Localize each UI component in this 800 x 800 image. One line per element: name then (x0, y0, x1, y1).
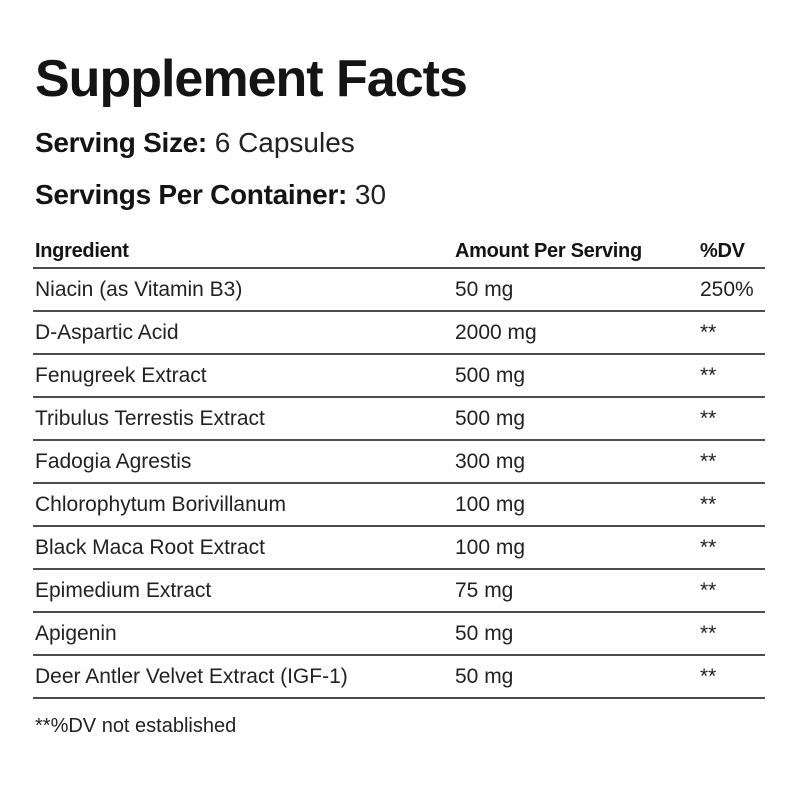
table-row: D-Aspartic Acid 2000 mg ** (33, 312, 765, 356)
ingredient-amount: 500 mg (455, 406, 526, 430)
table-row: Chlorophytum Borivillanum 100 mg ** (33, 484, 765, 528)
serving-size-line: Serving Size: 6 Capsules (35, 124, 765, 162)
column-header-dv: %DV (700, 239, 745, 262)
ingredient-name: Fadogia Agrestis (35, 449, 192, 473)
ingredient-dv: ** (700, 449, 717, 473)
ingredient-name: Black Maca Root Extract (35, 535, 265, 559)
ingredient-name: Fenugreek Extract (35, 363, 207, 387)
ingredient-dv: ** (700, 406, 717, 430)
ingredient-amount: 100 mg (455, 492, 526, 516)
ingredient-dv: ** (700, 664, 717, 688)
ingredient-rows: Niacin (as Vitamin B3) 50 mg 250% D-Aspa… (33, 269, 765, 700)
servings-per-container-line: Servings Per Container: 30 (35, 176, 765, 214)
table-row: Black Maca Root Extract 100 mg ** (33, 527, 765, 571)
ingredient-amount: 50 mg (455, 277, 514, 301)
ingredients-table: Ingredient Amount Per Serving %DV Niacin… (33, 235, 765, 700)
table-row: Fenugreek Extract 500 mg ** (33, 355, 765, 399)
table-row: Fadogia Agrestis 300 mg ** (33, 441, 765, 485)
serving-size-label: Serving Size: (35, 126, 207, 158)
ingredient-dv: ** (700, 535, 717, 559)
ingredient-name: Niacin (as Vitamin B3) (35, 277, 243, 301)
table-header-row: Ingredient Amount Per Serving %DV (33, 235, 765, 270)
ingredient-name: D-Aspartic Acid (35, 320, 179, 344)
ingredient-dv: ** (700, 578, 717, 602)
column-header-ingredient: Ingredient (35, 239, 129, 262)
ingredient-name: Apigenin (35, 621, 117, 645)
ingredient-dv: ** (700, 492, 717, 516)
ingredient-amount: 100 mg (455, 535, 526, 559)
servings-per-container-value: 30 (354, 178, 387, 210)
ingredient-amount: 500 mg (455, 363, 526, 387)
dv-footnote: **%DV not established (35, 715, 237, 738)
ingredient-dv: ** (700, 621, 717, 645)
table-row: Tribulus Terrestis Extract 500 mg ** (33, 398, 765, 442)
ingredient-dv: ** (700, 363, 717, 387)
table-row: Niacin (as Vitamin B3) 50 mg 250% (33, 269, 765, 313)
ingredient-amount: 50 mg (455, 621, 514, 645)
table-row: Epimedium Extract 75 mg ** (33, 570, 765, 614)
ingredient-amount: 50 mg (455, 664, 514, 688)
ingredient-dv: 250% (700, 277, 754, 301)
servings-per-container-label: Servings Per Container: (35, 178, 348, 210)
ingredient-amount: 300 mg (455, 449, 526, 473)
ingredient-dv: ** (700, 320, 717, 344)
ingredient-amount: 75 mg (455, 578, 514, 602)
page-title: Supplement Facts (35, 50, 468, 108)
ingredient-amount: 2000 mg (455, 320, 537, 344)
ingredient-name: Chlorophytum Borivillanum (35, 492, 286, 516)
ingredient-name: Epimedium Extract (35, 578, 212, 602)
table-row: Apigenin 50 mg ** (33, 613, 765, 657)
column-header-amount: Amount Per Serving (455, 239, 642, 262)
serving-size-value: 6 Capsules (214, 126, 355, 158)
ingredient-name: Tribulus Terrestis Extract (35, 406, 265, 430)
table-row: Deer Antler Velvet Extract (IGF-1) 50 mg… (33, 656, 765, 700)
ingredient-name: Deer Antler Velvet Extract (IGF-1) (35, 664, 348, 688)
